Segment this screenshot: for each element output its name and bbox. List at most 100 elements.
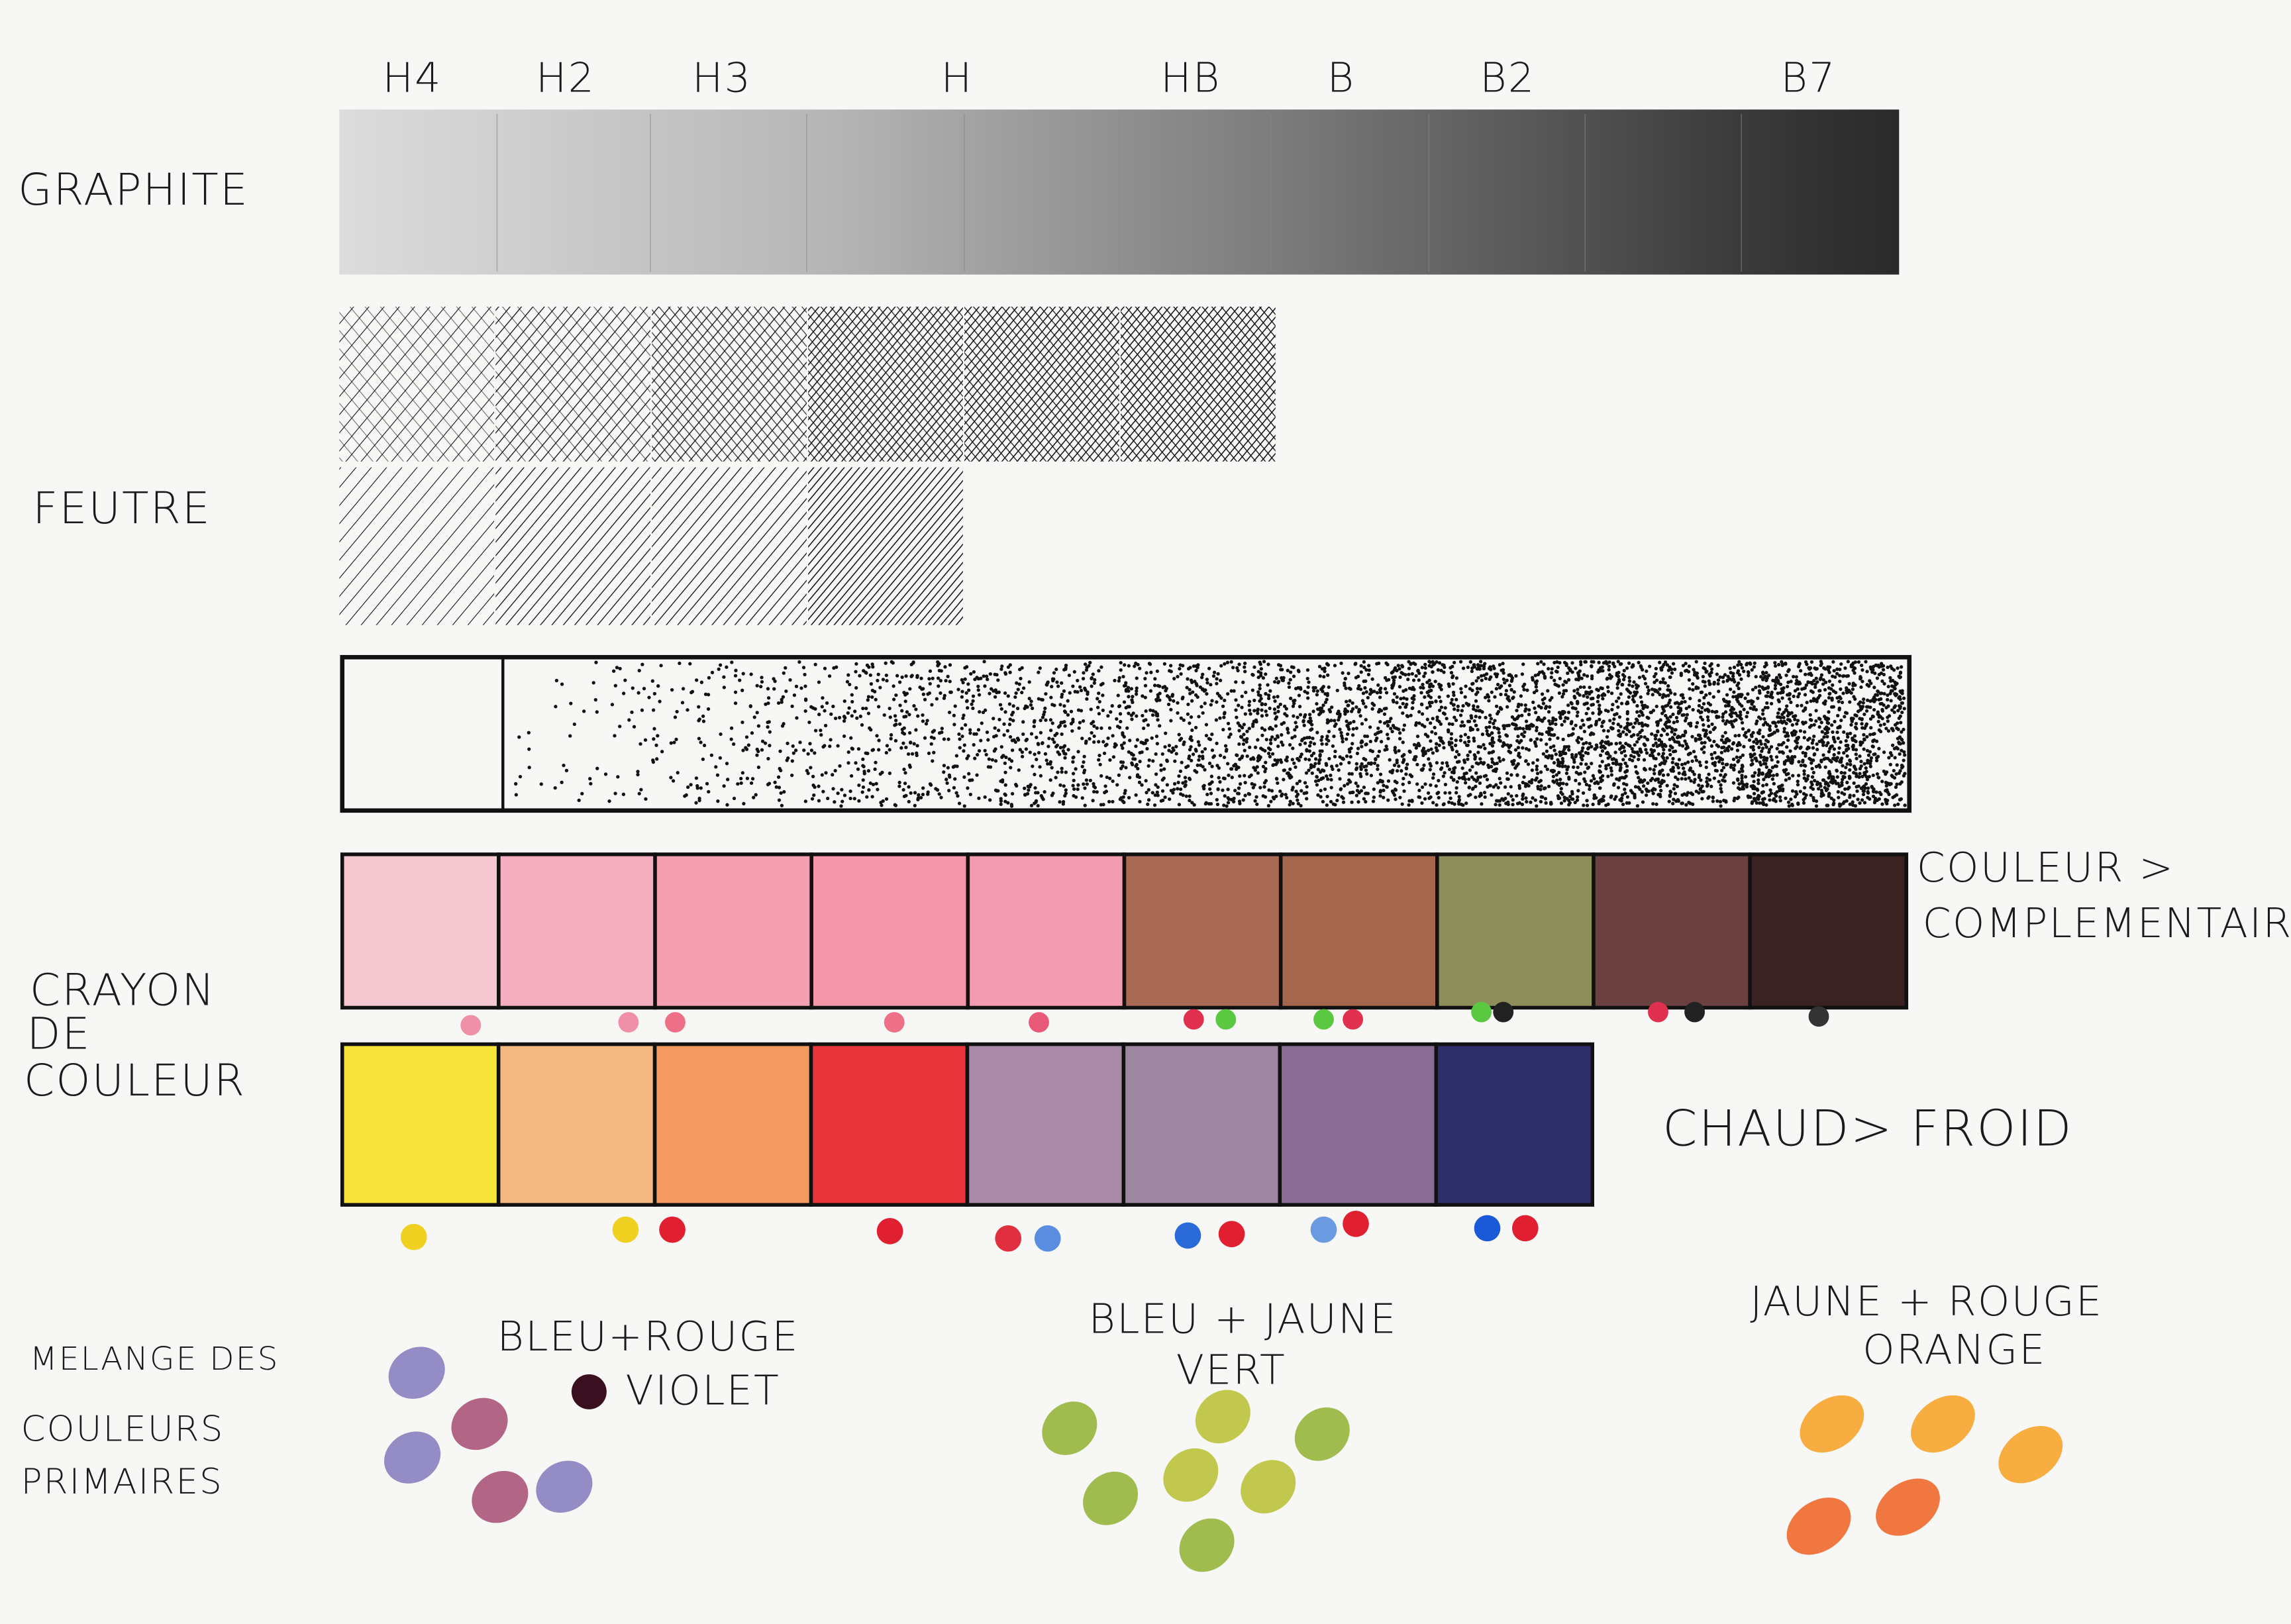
stipple-dot bbox=[1372, 787, 1376, 791]
stipple-dot bbox=[1743, 696, 1747, 700]
stipple-dot bbox=[1362, 660, 1366, 664]
stipple-dot bbox=[1843, 715, 1847, 719]
stipple-dot bbox=[703, 692, 708, 696]
stipple-dot bbox=[1450, 697, 1454, 702]
stipple-dot bbox=[1329, 778, 1333, 782]
stipple-dot bbox=[1665, 716, 1670, 720]
stipple-dot bbox=[1487, 751, 1491, 755]
stipple-dot bbox=[1697, 703, 1702, 708]
stipple-dot bbox=[1864, 770, 1868, 774]
stipple-dot bbox=[1209, 683, 1213, 687]
stipple-dot bbox=[1762, 664, 1767, 669]
stipple-dot bbox=[1171, 746, 1175, 750]
stipple-dot bbox=[1785, 745, 1789, 749]
stipple-dot bbox=[1505, 705, 1509, 709]
stipple-dot bbox=[1187, 756, 1191, 760]
stipple-dot bbox=[1045, 683, 1049, 687]
stipple-dot bbox=[1541, 752, 1546, 756]
stipple-dot bbox=[1806, 680, 1810, 684]
stipple-dot bbox=[1593, 781, 1597, 786]
stipple-dot bbox=[1337, 768, 1341, 772]
stipple-dot bbox=[1702, 745, 1706, 749]
stipple-dot bbox=[1738, 787, 1742, 791]
stipple-dot bbox=[1345, 737, 1349, 741]
stipple-dot bbox=[1268, 738, 1273, 742]
stipple-dot bbox=[1082, 671, 1086, 675]
stipple-dot bbox=[1056, 770, 1060, 774]
stipple-dot bbox=[1523, 709, 1527, 713]
stipple-dot bbox=[1737, 770, 1741, 774]
stipple-dot bbox=[764, 702, 768, 706]
stipple-dot bbox=[1886, 697, 1890, 702]
stipple-dot bbox=[1892, 705, 1896, 709]
stipple-dot bbox=[1333, 803, 1337, 807]
stipple-dot bbox=[1520, 733, 1524, 736]
stipple-dot bbox=[808, 742, 812, 746]
stipple-dot bbox=[1372, 703, 1376, 707]
stipple-dot bbox=[1247, 727, 1251, 731]
stipple-dot bbox=[1670, 727, 1674, 731]
stipple-dot bbox=[658, 699, 662, 703]
stipple-dot bbox=[1276, 744, 1280, 748]
stipple-dot bbox=[1386, 798, 1390, 802]
stipple-dot bbox=[1404, 688, 1408, 692]
stipple-dot bbox=[1868, 750, 1872, 754]
stipple-dot bbox=[908, 765, 912, 769]
stipple-dot bbox=[785, 758, 789, 762]
stipple-dot bbox=[1243, 781, 1247, 785]
stipple-dot bbox=[1348, 699, 1352, 703]
stipple-dot bbox=[1826, 721, 1831, 725]
stipple-dot bbox=[960, 695, 964, 699]
stipple-dot bbox=[1766, 740, 1770, 744]
stipple-dot bbox=[1191, 752, 1196, 756]
stipple-dot bbox=[952, 786, 956, 790]
stipple-dot bbox=[1476, 690, 1480, 694]
stipple-dot bbox=[1539, 787, 1543, 791]
stipple-dot bbox=[1802, 776, 1806, 780]
stipple-dot bbox=[1331, 744, 1335, 748]
stipple-dot bbox=[1307, 758, 1311, 762]
stipple-dot bbox=[1787, 758, 1791, 762]
stipple-dot bbox=[1223, 698, 1227, 703]
stipple-dot bbox=[1832, 752, 1836, 757]
stipple-dot bbox=[1215, 691, 1220, 695]
stipple-dot bbox=[1611, 661, 1615, 665]
stipple-dot bbox=[1571, 765, 1576, 769]
stipple-dot bbox=[1640, 721, 1644, 725]
stipple-dot bbox=[1807, 725, 1812, 729]
stipple-dot bbox=[1769, 754, 1773, 759]
stipple-dot bbox=[1675, 735, 1680, 739]
stipple-dot bbox=[1386, 724, 1390, 728]
stipple-dot bbox=[618, 725, 622, 729]
stipple-dot bbox=[1704, 729, 1708, 733]
stipple-dot bbox=[985, 730, 990, 735]
stipple-dot bbox=[1252, 698, 1256, 703]
stipple-dot bbox=[1307, 713, 1312, 717]
stipple-dot bbox=[1425, 706, 1429, 710]
stipple-dot bbox=[1459, 687, 1463, 691]
stipple-dot bbox=[1205, 691, 1209, 696]
stipple-dot bbox=[1474, 784, 1478, 789]
stipple-dot bbox=[1659, 733, 1663, 737]
stipple-dot bbox=[1731, 674, 1735, 678]
stipple-dot bbox=[1515, 715, 1519, 719]
stipple-dot bbox=[1892, 768, 1896, 773]
stipple-dot bbox=[1407, 803, 1411, 807]
stipple-dot bbox=[1367, 664, 1371, 668]
stipple-dot bbox=[1741, 753, 1745, 757]
stipple-dot bbox=[1705, 780, 1709, 784]
stipple-dot bbox=[1810, 766, 1814, 771]
stipple-dot bbox=[1346, 782, 1350, 786]
stipple-dot bbox=[1794, 675, 1798, 679]
stipple-dot bbox=[1128, 776, 1132, 780]
stipple-dot bbox=[1262, 660, 1266, 664]
stipple-dot bbox=[934, 787, 938, 791]
stipple-dot bbox=[1872, 788, 1876, 792]
stipple-dot bbox=[1463, 695, 1467, 699]
stipple-dot bbox=[1831, 683, 1835, 687]
stipple-dot bbox=[1287, 681, 1291, 685]
stipple-dot bbox=[610, 703, 615, 707]
stipple-dot bbox=[613, 734, 617, 738]
stipple-dot bbox=[1374, 757, 1378, 761]
stipple-dot bbox=[1692, 673, 1697, 677]
